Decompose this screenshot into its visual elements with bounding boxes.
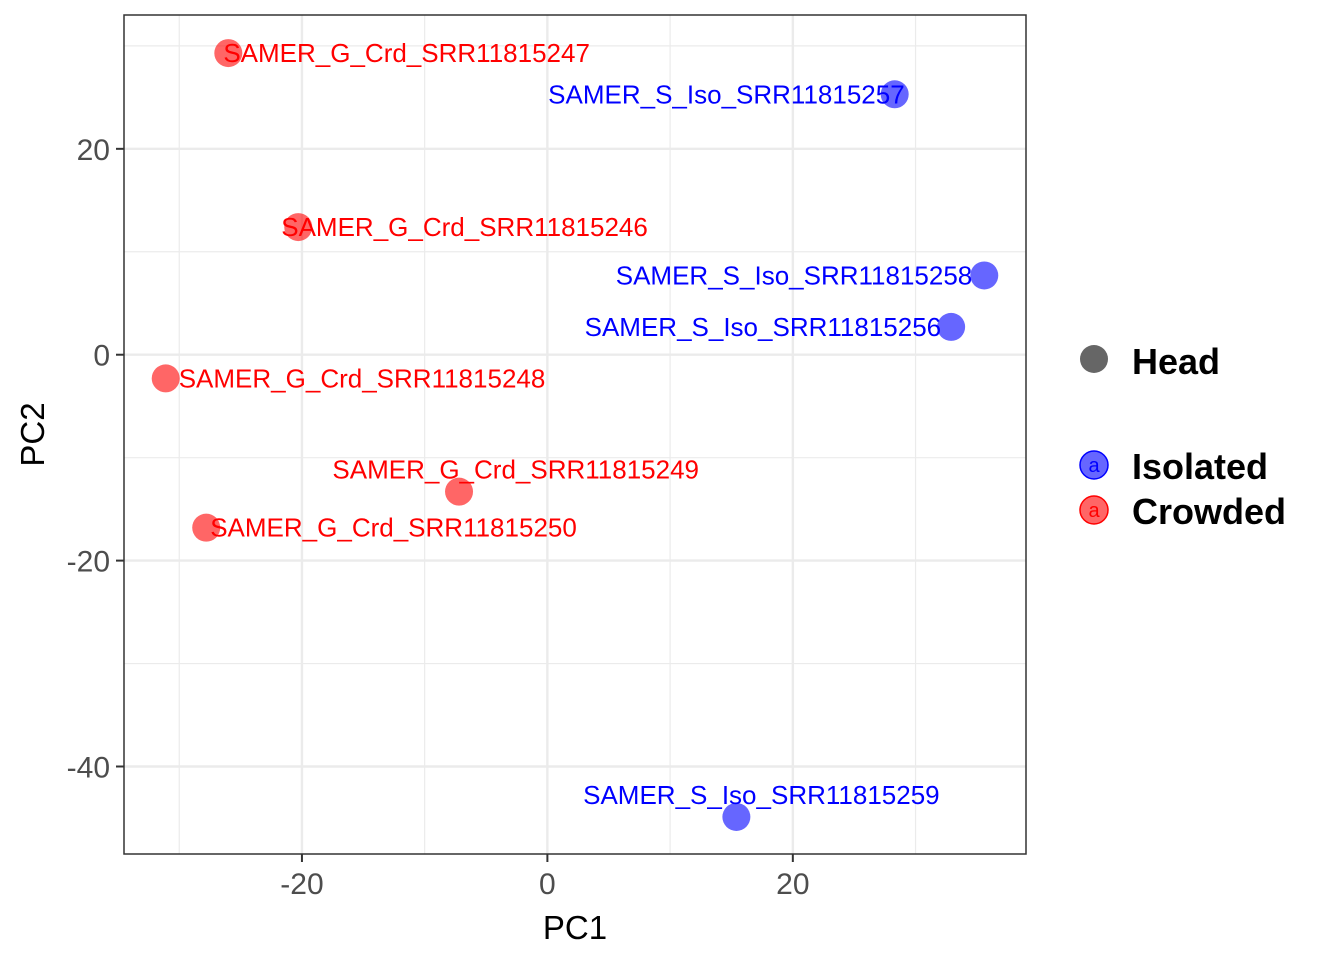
point-label: SAMER_S_Iso_SRR11815259 [583,780,940,810]
legend: Head a Isolated a Crowded [1079,341,1286,532]
y-tick-label: 20 [77,134,110,167]
data-point [214,39,243,68]
x-tick-label: 0 [539,868,556,901]
data-point [151,364,180,393]
data-point [445,477,474,506]
data-point [284,213,313,242]
point-label: SAMER_S_Iso_SRR11815257 [548,79,905,109]
plot-panel [124,15,1026,854]
point-label: SAMER_G_Crd_SRR11815249 [332,455,699,485]
panel-background [124,15,1026,854]
legend-key-letter: a [1088,455,1100,477]
y-axis-title: PC2 [14,402,51,466]
point-label: SAMER_S_Iso_SRR11815256 [585,312,942,342]
legend-color-key [1079,450,1109,480]
y-tick-label: -40 [67,751,110,784]
legend-group-label: Crowded [1132,491,1286,532]
point-label: SAMER_G_Crd_SRR11815250 [210,513,577,543]
x-tick-label: -20 [280,868,323,901]
point-label: SAMER_S_Iso_SRR11815258 [616,260,973,290]
point-label: SAMER_G_Crd_SRR11815248 [179,363,546,393]
legend-shape-key [1080,345,1108,373]
point-label: SAMER_G_Crd_SRR11815247 [223,38,590,68]
legend-key-letter: a [1088,500,1100,522]
y-tick-label: 0 [93,340,110,373]
y-tick-label: -20 [67,546,110,579]
legend-group-label: Isolated [1132,446,1268,487]
legend-color-key [1079,495,1109,525]
x-tick-label: 20 [776,868,809,901]
axes: -20 0 20 -40 -20 0 20 [67,14,1027,901]
data-point [722,802,751,831]
data-point [970,261,999,290]
grid-lines [124,15,1026,854]
data-point [937,312,966,341]
panel-border [123,14,1027,855]
point-labels: SAMER_G_Crd_SRR11815247 SAMER_S_Iso_SRR11… [179,38,973,810]
data-points [151,39,999,831]
data-point [192,513,221,542]
legend-shape-label: Head [1132,341,1220,382]
point-label: SAMER_G_Crd_SRR11815246 [281,212,648,242]
x-axis-title: PC1 [543,909,607,946]
data-point [880,80,909,109]
